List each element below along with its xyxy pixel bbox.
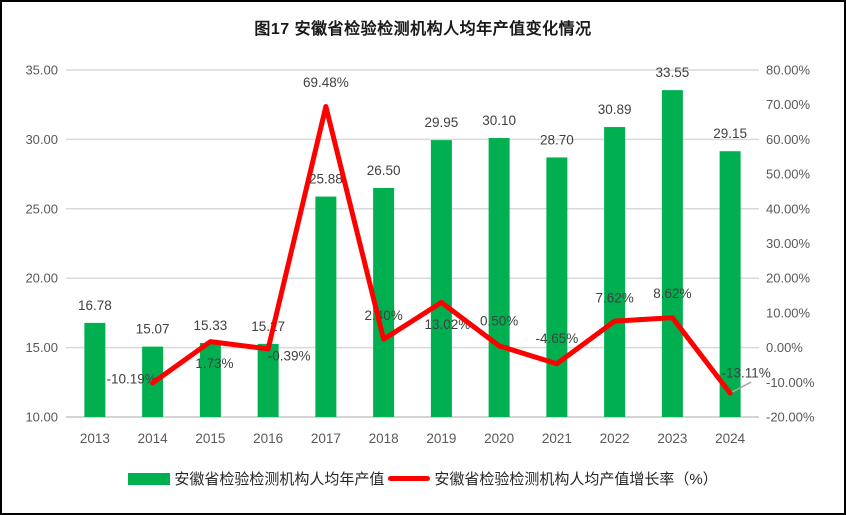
bar-value-label: 29.95 — [424, 115, 458, 130]
bar-2023 — [661, 90, 683, 417]
right-axis-tick-label: 80.00% — [766, 63, 811, 78]
left-axis-tick-label: 30.00 — [25, 132, 58, 147]
line-value-label: 0.50% — [480, 313, 518, 328]
x-axis-category-label: 2024 — [715, 431, 746, 446]
left-axis-tick-label: 15.00 — [25, 340, 58, 355]
right-axis-tick-label: 70.00% — [766, 97, 811, 112]
line-value-label: 1.73% — [195, 356, 233, 371]
bar-2021 — [546, 157, 568, 417]
bar-2019 — [430, 140, 452, 417]
bar-value-label: 28.70 — [540, 132, 574, 147]
line-value-label: 69.48% — [303, 75, 349, 90]
bar-series-swatch-icon — [128, 472, 171, 485]
bar-2024 — [719, 151, 741, 417]
x-axis-category-label: 2014 — [138, 431, 169, 446]
bar-2015 — [199, 343, 221, 417]
bar-2016 — [257, 343, 279, 417]
right-axis-tick-label: 20.00% — [766, 271, 811, 286]
bar-value-label: 25.88 — [309, 172, 343, 187]
bar-value-label: 15.07 — [136, 322, 170, 337]
bar-value-label: 33.55 — [655, 65, 689, 80]
growth-rate-line — [150, 104, 733, 396]
bar-2018 — [373, 187, 395, 417]
bar-value-label: 29.15 — [713, 126, 747, 141]
right-axis-tick-label: 30.00% — [766, 236, 811, 251]
bar-value-label: 15.27 — [251, 319, 285, 334]
right-axis-tick-label: 0.00% — [766, 340, 803, 355]
bar-value-label: 26.50 — [367, 163, 401, 178]
bar-value-label: 30.89 — [598, 102, 632, 117]
x-axis-category-label: 2020 — [484, 431, 514, 446]
legend-item-bar-series: 安徽省检验检测机构人均年产值 — [128, 468, 384, 489]
line-value-label: -4.65% — [535, 331, 578, 346]
legend-item-line-series: 安徽省检验检测机构人均产值增长率（%） — [388, 468, 718, 489]
combo-chart: 35.00 30.00 25.00 20.00 15.00 10.00 80.00% 70.0… — [25, 63, 815, 447]
right-axis-tick-label: 10.00% — [766, 305, 811, 320]
x-axis-category-label: 2013 — [80, 431, 110, 446]
line-value-label: -0.39% — [268, 348, 311, 363]
legend-line-label: 安徽省检验检测机构人均产值增长率（%） — [434, 471, 718, 488]
line-value-label: -13.11% — [721, 366, 770, 381]
x-axis-category-label: 2018 — [369, 431, 399, 446]
bar-2022 — [604, 127, 626, 417]
bar-2017 — [315, 196, 337, 417]
right-axis-tick-label: 40.00% — [766, 201, 811, 216]
left-axis-tick-label: 25.00 — [25, 201, 58, 216]
right-axis-tick-label: 50.00% — [766, 167, 811, 182]
line-value-label: 2.40% — [364, 308, 402, 323]
line-value-label: 8.62% — [653, 286, 691, 301]
line-value-label: -10.19% — [106, 371, 156, 386]
legend-bar-label: 安徽省检验检测机构人均年产值 — [174, 471, 385, 488]
x-axis-category-label: 2023 — [657, 431, 687, 446]
left-axis-tick-label: 35.00 — [25, 63, 58, 78]
bar-value-label: 30.10 — [482, 113, 516, 128]
x-axis-category-label: 2022 — [600, 431, 630, 446]
right-axis-tick-label: -10.00% — [766, 375, 815, 390]
x-axis-category-label: 2021 — [542, 431, 572, 446]
right-axis-tick-label: -20.00% — [766, 410, 815, 425]
chart-legend: 安徽省检验检测机构人均年产值 安徽省检验检测机构人均产值增长率（%） — [2, 468, 844, 489]
bar-2020 — [488, 138, 510, 417]
bar-2013 — [84, 322, 106, 417]
bar-value-label: 16.78 — [78, 298, 112, 313]
left-axis-tick-label: 10.00 — [25, 410, 58, 425]
label-leader-line — [731, 381, 752, 393]
left-axis-tick-label: 20.00 — [25, 271, 58, 286]
x-axis-category-label: 2015 — [195, 431, 225, 446]
line-series-swatch-icon — [388, 476, 431, 481]
bar-value-label: 15.33 — [193, 318, 227, 333]
x-axis-category-label: 2017 — [311, 431, 341, 446]
line-value-label: 7.62% — [595, 291, 633, 306]
x-axis-category-label: 2019 — [426, 431, 456, 446]
x-axis-category-label: 2016 — [253, 431, 283, 446]
right-axis-tick-label: 60.00% — [766, 132, 811, 147]
chart-title: 图17 安徽省检验检测机构人均年产值变化情况 — [254, 21, 592, 38]
line-value-label: 13.02% — [424, 317, 470, 332]
